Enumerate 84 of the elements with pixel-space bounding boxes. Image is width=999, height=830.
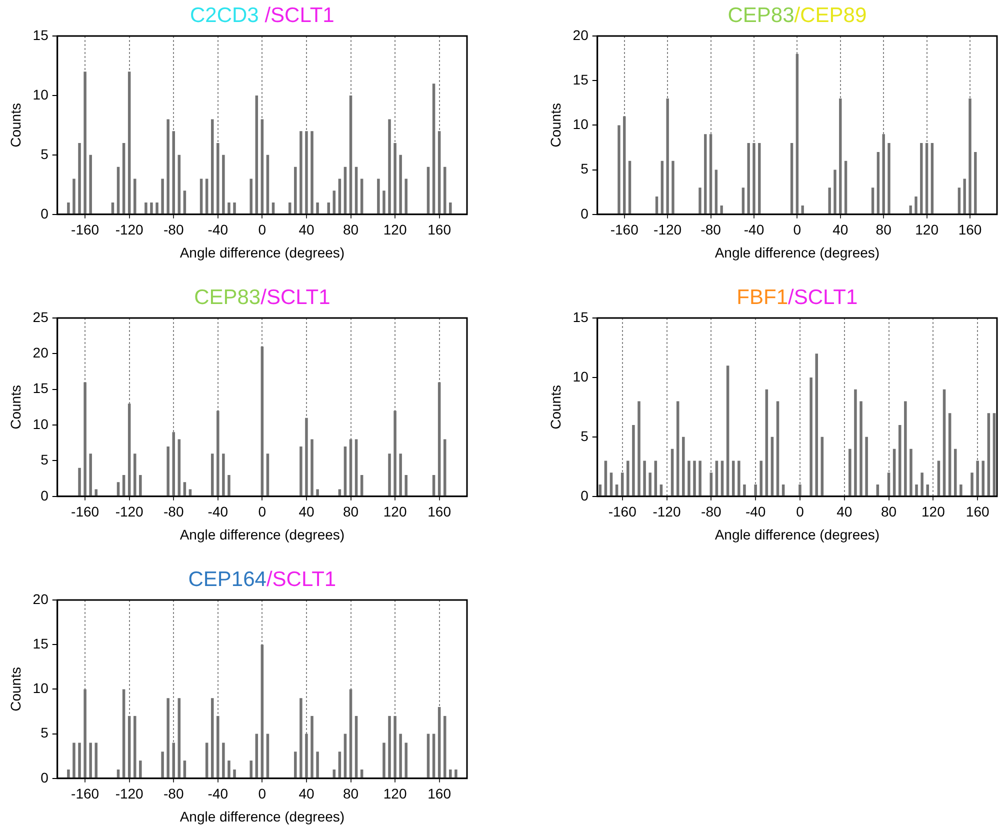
y-tick-label: 5	[580, 428, 589, 444]
x-tick-label: 0	[258, 504, 266, 520]
x-tick-label: 40	[298, 222, 314, 238]
x-tick-label: 120	[915, 222, 939, 238]
y-axis-title: Counts	[7, 667, 24, 712]
y-tick-label: 0	[40, 769, 49, 786]
x-tick-label: 0	[258, 222, 266, 238]
y-tick-label: 20	[572, 26, 589, 43]
y-tick-label: 0	[40, 487, 49, 504]
x-tick-label: 40	[298, 504, 314, 520]
y-tick-label: 10	[572, 368, 589, 384]
x-tick-label: -40	[208, 504, 228, 520]
x-tick-label: -160	[71, 504, 100, 520]
y-tick-label: 0	[580, 205, 589, 222]
y-axis-title: Counts	[547, 103, 564, 148]
x-tick-label: -40	[208, 786, 228, 802]
x-tick-label: 80	[880, 504, 897, 520]
y-axis-title: Counts	[547, 385, 564, 430]
x-tick-label: 160	[428, 504, 452, 520]
x-tick-label: -80	[164, 504, 184, 520]
y-tick-label: 15	[32, 635, 49, 652]
x-tick-label: -120	[115, 786, 144, 802]
x-tick-label: -160	[610, 222, 639, 238]
x-tick-label: -80	[701, 504, 722, 520]
x-tick-label: 40	[832, 222, 848, 238]
x-tick-label: -160	[608, 504, 637, 520]
chart-title: CEP164/SCLT1	[188, 568, 336, 591]
x-tick-label: -80	[164, 786, 184, 802]
y-tick-label: 20	[32, 590, 49, 607]
y-tick-label: 5	[40, 452, 49, 468]
y-tick-label: 20	[32, 344, 49, 361]
y-tick-label: 15	[32, 380, 49, 396]
x-tick-label: 120	[921, 504, 946, 520]
chart-title: CEP83/CEP89	[728, 4, 867, 27]
x-tick-label: 80	[342, 786, 359, 802]
y-axis-title: Counts	[7, 385, 24, 430]
x-tick-label: -160	[71, 222, 100, 238]
y-tick-label: 10	[32, 86, 49, 102]
y-tick-label: 15	[572, 308, 589, 325]
x-tick-label: -120	[115, 222, 144, 238]
x-tick-label: -120	[652, 504, 681, 520]
chart-title: C2CD3 /SCLT1	[190, 4, 334, 27]
x-tick-label: 160	[428, 222, 452, 238]
x-tick-label: -40	[745, 504, 766, 520]
x-tick-label: 40	[836, 504, 852, 520]
chart-title: FBF1/SCLT1	[736, 286, 858, 309]
y-tick-label: 25	[32, 308, 49, 325]
x-tick-label: 0	[793, 222, 802, 238]
x-axis-title: Angle difference (degrees)	[180, 808, 345, 824]
x-tick-label: -80	[700, 222, 722, 238]
x-axis-title: Angle difference (degrees)	[714, 244, 880, 260]
x-tick-label: 120	[383, 504, 407, 520]
y-tick-label: 15	[572, 71, 589, 88]
x-tick-label: 160	[428, 786, 452, 802]
x-tick-label: 160	[966, 504, 990, 520]
y-tick-label: 15	[32, 26, 49, 43]
x-tick-label: 0	[258, 786, 266, 802]
x-tick-label: -80	[164, 222, 184, 238]
y-tick-label: 5	[580, 160, 589, 177]
y-tick-label: 10	[32, 680, 49, 696]
x-axis-title: Angle difference (degrees)	[180, 526, 345, 542]
x-tick-label: -160	[71, 786, 100, 802]
x-axis-title: Angle difference (degrees)	[714, 526, 880, 542]
x-tick-label: 120	[383, 786, 407, 802]
x-tick-label: -40	[744, 222, 764, 238]
x-tick-label: 160	[958, 222, 982, 238]
y-tick-label: 0	[40, 205, 49, 222]
x-tick-label: -120	[115, 504, 144, 520]
x-tick-label: -120	[654, 222, 682, 238]
x-tick-label: 120	[383, 222, 407, 238]
x-axis-title: Angle difference (degrees)	[180, 244, 345, 260]
x-tick-label: 80	[342, 222, 359, 238]
x-tick-label: 80	[876, 222, 892, 238]
x-tick-label: 40	[298, 786, 314, 802]
y-tick-label: 10	[32, 416, 49, 432]
y-tick-label: 0	[580, 487, 589, 504]
y-tick-label: 5	[40, 146, 49, 162]
x-tick-label: 80	[342, 504, 359, 520]
chart-title: CEP83/SCLT1	[194, 286, 330, 309]
y-tick-label: 10	[572, 116, 589, 132]
x-tick-label: -40	[208, 222, 228, 238]
y-tick-label: 5	[40, 724, 49, 741]
y-axis-title: Counts	[7, 103, 24, 148]
x-tick-label: 0	[796, 504, 804, 520]
